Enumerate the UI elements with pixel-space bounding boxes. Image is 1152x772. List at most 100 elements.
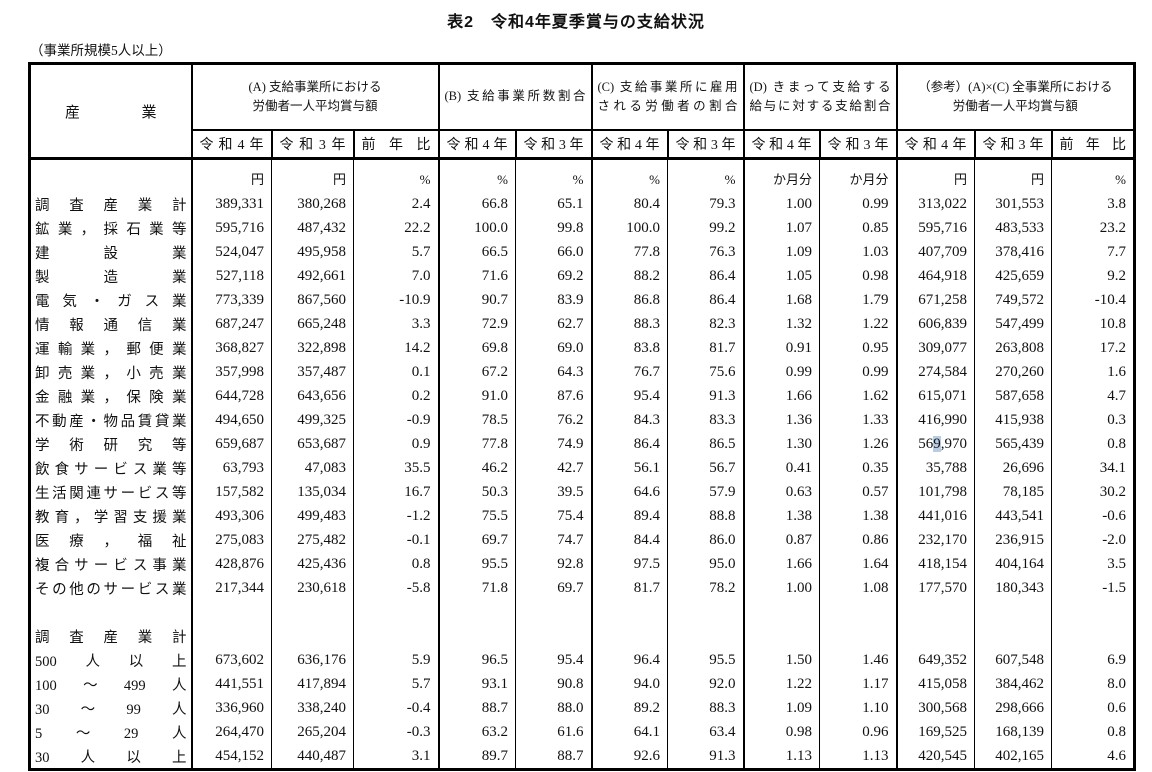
value-cell: 94.0 (590, 672, 668, 696)
value-cell: 50.3 (437, 480, 516, 504)
value-cell: -1.2 (353, 504, 439, 528)
table-row: 製造業 527,118 492,661 7.0 71.6 69.2 88.2 86.4 1.05… (29, 264, 1135, 288)
value-cell: 425,436 (271, 552, 354, 576)
value-cell: 95.4 (515, 648, 592, 672)
value-cell: 81.7 (667, 336, 744, 360)
value-cell: 79.3 (667, 192, 744, 216)
value-cell: 749,572 (974, 288, 1052, 312)
value-cell: 84.4 (590, 528, 668, 552)
value-cell: 569,970 (895, 432, 975, 456)
value-cell: 17.2 (1051, 336, 1135, 360)
industry-cell: その他のサービス業 (29, 576, 193, 600)
value-cell: 82.3 (667, 312, 744, 336)
industry-cell: 金融業，保険業 (29, 384, 193, 408)
value-cell: 389,331 (190, 192, 272, 216)
column-header: 前年比 (352, 130, 439, 160)
table-row: 生活関連サービス等 157,582 135,034 16.7 50.3 39.5 64.6 5… (29, 480, 1135, 504)
value-cell: 63.2 (437, 720, 516, 744)
value-cell: 95.5 (437, 552, 516, 576)
industry-cell: 複合サービス事業 (29, 552, 193, 576)
value-cell: 42.7 (515, 456, 592, 480)
table-row: 30人以上 454,152 440,487 3.1 89.7 88.7 92.6 91.3 1.… (29, 744, 1135, 770)
value-cell: 1.13 (819, 744, 897, 770)
column-group-label: される労働者の割合 (597, 99, 738, 113)
value-cell: 88.2 (590, 264, 668, 288)
table-row (29, 600, 1135, 624)
value-cell: 1.05 (742, 264, 820, 288)
column-header: 令和4年 (190, 130, 272, 160)
value-cell: 168,139 (974, 720, 1052, 744)
value-cell: 93.1 (437, 672, 516, 696)
value-cell: -0.6 (1051, 504, 1135, 528)
value-cell: 74.9 (515, 432, 592, 456)
industry-cell: 学術研究等 (29, 432, 193, 456)
unit-label: か月分 (742, 158, 820, 192)
value-cell: 309,077 (895, 336, 975, 360)
value-cell: 0.2 (353, 384, 439, 408)
value-cell: 0.99 (819, 360, 897, 384)
value-cell: 0.85 (819, 216, 897, 240)
table-row: 飲食サービス業等 63,793 47,083 35.5 46.2 42.7 56.1 56.7… (29, 456, 1135, 480)
value-cell: 217,344 (190, 576, 272, 600)
value-cell: 0.63 (742, 480, 820, 504)
value-cell: 75.5 (437, 504, 516, 528)
value-cell: 301,553 (974, 192, 1052, 216)
value-cell: 493,306 (190, 504, 272, 528)
value-cell: 368,827 (190, 336, 272, 360)
table-row: 5～29人 264,470 265,204 -0.3 63.2 61.6 64.1 63.4 0… (29, 720, 1135, 744)
unit-label: 円 (895, 158, 975, 192)
column-group-label: (D) きまって支給する (749, 79, 891, 94)
value-cell (974, 624, 1052, 648)
value-cell: 16.7 (353, 480, 439, 504)
value-cell: 66.8 (437, 192, 516, 216)
unit-label: 円 (190, 158, 272, 192)
value-cell: 0.1 (353, 360, 439, 384)
value-cell: 357,998 (190, 360, 272, 384)
value-cell: 1.17 (819, 672, 897, 696)
value-cell: 402,165 (974, 744, 1052, 770)
value-cell: 95.4 (590, 384, 668, 408)
value-cell: 527,118 (190, 264, 272, 288)
industry-cell: 卸売業，小売業 (29, 360, 193, 384)
value-cell (515, 600, 592, 624)
value-cell: 86.5 (667, 432, 744, 456)
value-cell: 665,248 (271, 312, 354, 336)
value-cell: 1.07 (742, 216, 820, 240)
value-cell: 483,533 (974, 216, 1052, 240)
value-cell: 322,898 (271, 336, 354, 360)
industry-cell: 電気・ガス業 (29, 288, 193, 312)
value-cell: 595,716 (895, 216, 975, 240)
value-cell: 78.2 (667, 576, 744, 600)
value-cell: 264,470 (190, 720, 272, 744)
value-cell: 99.2 (667, 216, 744, 240)
value-cell: 0.41 (742, 456, 820, 480)
value-cell (190, 600, 272, 624)
value-cell: 1.22 (819, 312, 897, 336)
value-cell: 96.4 (590, 648, 668, 672)
value-cell: 1.64 (819, 552, 897, 576)
table-header: 産業 (A) 支給事業所における 労働者一人平均賞与額 (B) 支給事業所数割合 (C)… (29, 63, 1135, 192)
value-cell: 64.1 (590, 720, 668, 744)
value-cell: 89.7 (437, 744, 516, 770)
value-cell: 72.9 (437, 312, 516, 336)
value-cell: 0.86 (819, 528, 897, 552)
value-cell (895, 600, 975, 624)
value-cell: 263,808 (974, 336, 1052, 360)
value-cell: 57.9 (667, 480, 744, 504)
value-cell: 1.22 (742, 672, 820, 696)
value-cell: 0.91 (742, 336, 820, 360)
value-cell: 1.26 (819, 432, 897, 456)
column-header: 前年比 (1050, 130, 1135, 160)
value-cell (974, 600, 1052, 624)
value-cell: 487,432 (271, 216, 354, 240)
value-cell: 78,185 (974, 480, 1052, 504)
value-cell: 91.3 (667, 384, 744, 408)
value-cell: 338,240 (271, 696, 354, 720)
value-cell: 492,661 (271, 264, 354, 288)
value-cell: 687,247 (190, 312, 272, 336)
header-group-row: 産業 (A) 支給事業所における 労働者一人平均賞与額 (B) 支給事業所数割合 (C)… (29, 63, 1135, 160)
value-cell: 64.6 (590, 480, 668, 504)
value-cell: -0.4 (353, 696, 439, 720)
value-cell: 74.7 (515, 528, 592, 552)
value-cell: 441,016 (895, 504, 975, 528)
